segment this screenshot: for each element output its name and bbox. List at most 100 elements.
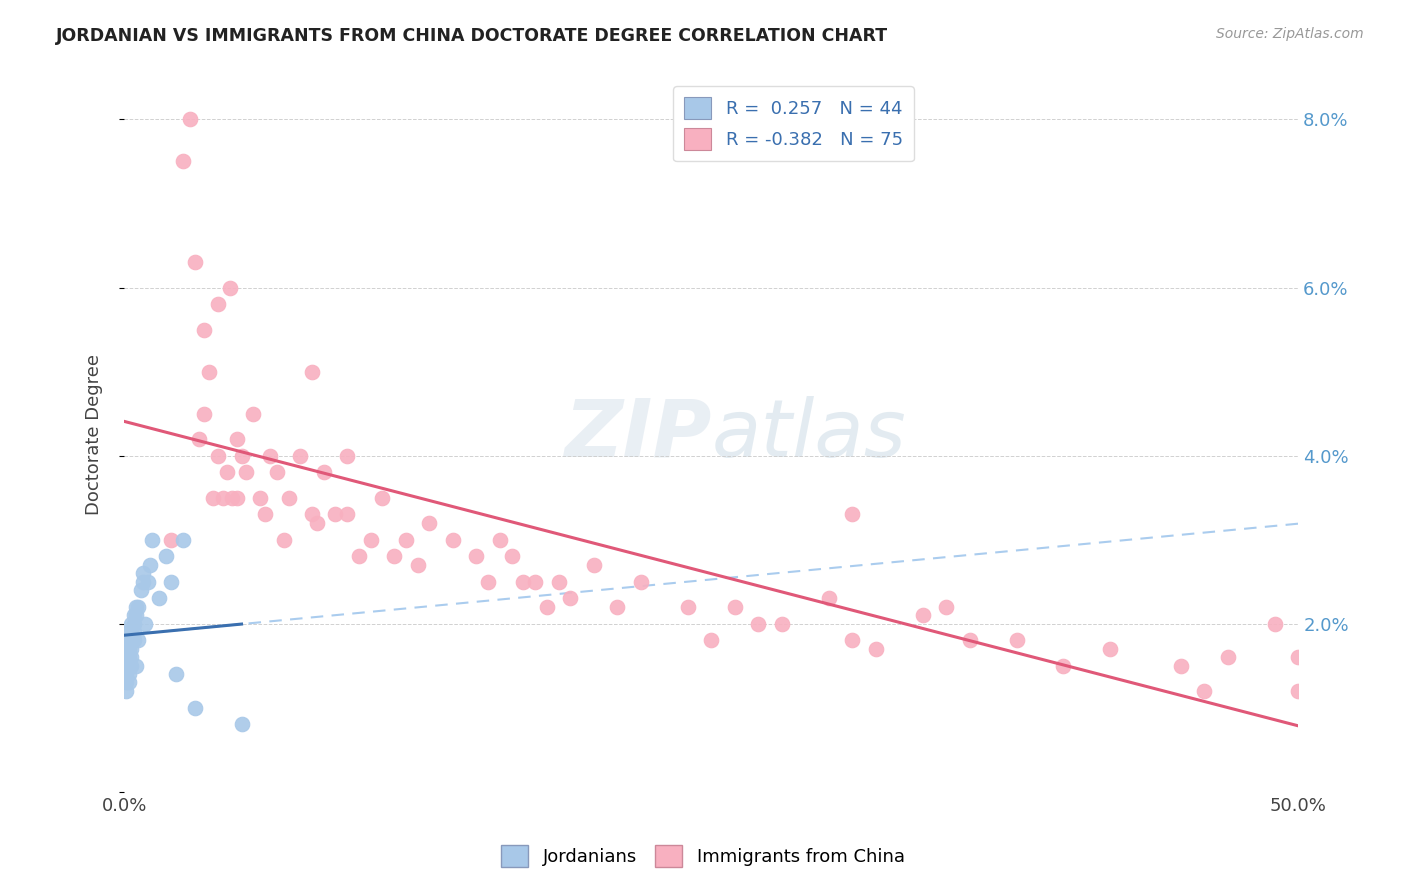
Point — [120, 633, 142, 648]
Point — [512, 574, 534, 589]
Point — [606, 599, 628, 614]
Point — [155, 549, 177, 564]
Point — [1005, 633, 1028, 648]
Point — [202, 491, 225, 505]
Point — [115, 675, 138, 690]
Point — [188, 432, 211, 446]
Point — [211, 491, 233, 505]
Point — [118, 667, 141, 681]
Point — [418, 516, 440, 530]
Point — [118, 675, 141, 690]
Point — [225, 432, 247, 446]
Text: atlas: atlas — [711, 395, 905, 474]
Point — [115, 684, 138, 698]
Point — [183, 255, 205, 269]
Point — [547, 574, 569, 589]
Point — [371, 491, 394, 505]
Point — [125, 599, 148, 614]
Point — [489, 533, 512, 547]
Point — [406, 558, 429, 572]
Point — [118, 625, 141, 640]
Point — [959, 633, 981, 648]
Point — [582, 558, 605, 572]
Point — [118, 641, 141, 656]
Point — [207, 297, 229, 311]
Point — [172, 533, 194, 547]
Point — [122, 625, 145, 640]
Point — [231, 449, 253, 463]
Point — [134, 616, 156, 631]
Point — [132, 566, 155, 581]
Point — [231, 717, 253, 731]
Text: Source: ZipAtlas.com: Source: ZipAtlas.com — [1216, 27, 1364, 41]
Point — [122, 608, 145, 623]
Point — [360, 533, 382, 547]
Point — [524, 574, 547, 589]
Point — [197, 365, 219, 379]
Point — [266, 466, 288, 480]
Point — [125, 658, 148, 673]
Point — [1052, 658, 1074, 673]
Point — [395, 533, 418, 547]
Point — [465, 549, 488, 564]
Point — [347, 549, 370, 564]
Point — [217, 466, 239, 480]
Point — [120, 616, 142, 631]
Point — [1194, 684, 1216, 698]
Point — [747, 616, 769, 631]
Point — [120, 658, 142, 673]
Point — [1286, 650, 1309, 665]
Point — [1216, 650, 1239, 665]
Point — [477, 574, 499, 589]
Point — [382, 549, 405, 564]
Point — [165, 667, 187, 681]
Point — [141, 533, 163, 547]
Point — [630, 574, 652, 589]
Point — [120, 625, 142, 640]
Point — [112, 658, 135, 673]
Point — [160, 533, 183, 547]
Point — [132, 574, 155, 589]
Y-axis label: Doctorate Degree: Doctorate Degree — [86, 354, 103, 515]
Point — [273, 533, 295, 547]
Point — [935, 599, 957, 614]
Point — [112, 650, 135, 665]
Point — [193, 322, 215, 336]
Legend: R =  0.257   N = 44, R = -0.382   N = 75: R = 0.257 N = 44, R = -0.382 N = 75 — [673, 87, 914, 161]
Point — [207, 449, 229, 463]
Point — [336, 508, 359, 522]
Point — [1264, 616, 1286, 631]
Point — [136, 574, 159, 589]
Point — [218, 280, 240, 294]
Point — [560, 591, 582, 606]
Point — [290, 449, 312, 463]
Point — [259, 449, 281, 463]
Point — [193, 407, 215, 421]
Point — [172, 154, 194, 169]
Point — [841, 508, 863, 522]
Point — [841, 633, 863, 648]
Point — [441, 533, 464, 547]
Point — [676, 599, 699, 614]
Point — [122, 633, 145, 648]
Point — [115, 667, 138, 681]
Point — [118, 650, 141, 665]
Point — [122, 616, 145, 631]
Point — [148, 591, 170, 606]
Legend: Jordanians, Immigrants from China: Jordanians, Immigrants from China — [494, 838, 912, 874]
Point — [115, 633, 138, 648]
Point — [312, 466, 335, 480]
Point — [301, 365, 323, 379]
Point — [179, 112, 201, 127]
Point — [501, 549, 523, 564]
Point — [724, 599, 747, 614]
Point — [277, 491, 299, 505]
Point — [160, 574, 183, 589]
Point — [242, 407, 264, 421]
Point — [120, 650, 142, 665]
Point — [536, 599, 558, 614]
Point — [125, 608, 148, 623]
Point — [770, 616, 793, 631]
Point — [1286, 684, 1309, 698]
Point — [1099, 641, 1122, 656]
